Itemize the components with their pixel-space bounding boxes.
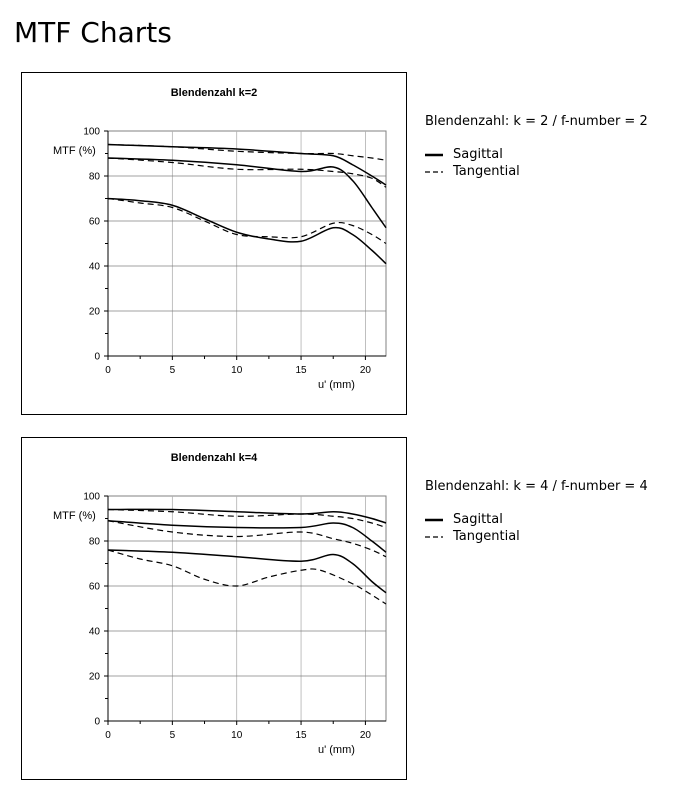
y-tick-label: 0: [94, 717, 100, 728]
solid-line-icon: [425, 518, 443, 521]
chart-description-k2: Blendenzahl: k = 2 / f-number = 2 Sagitt…: [425, 114, 648, 180]
legend-item-tangential: Tangential: [425, 528, 648, 545]
sagittal-series-line: [107, 157, 387, 229]
sagittal-series-line: [107, 520, 387, 553]
solid-line-icon: [425, 153, 443, 156]
x-tick-label: 5: [170, 730, 176, 741]
y-tick-label: 40: [89, 627, 101, 638]
sagittal-series-line: [107, 549, 387, 594]
legend-item-sagittal: Sagittal: [425, 146, 648, 163]
sagittal-series-line: [107, 197, 387, 265]
y-tick-label: 100: [83, 127, 100, 138]
sagittal-series-line: [107, 143, 387, 186]
dashed-line-icon: [425, 170, 443, 173]
y-tick-label: 40: [89, 262, 101, 273]
x-tick-label: 10: [231, 730, 243, 741]
x-tick-label: 5: [170, 365, 176, 376]
y-axis-label: MTF (%): [53, 145, 96, 157]
legend: Sagittal Tangential: [425, 511, 648, 545]
legend-label: Tangential: [453, 529, 520, 544]
y-tick-label: 80: [89, 537, 101, 548]
dashed-line-icon: [425, 535, 443, 538]
y-tick-label: 60: [89, 217, 101, 228]
mtf-chart-k4: 0 20 40 60 80 100 0 5 10 15 20 Blendenzahl k=4 MTF…: [21, 437, 407, 780]
tangential-series-line: [107, 508, 387, 529]
mtf-chart-k4-plot: 0 20 40 60 80 100 0 5 10 15 20: [83, 492, 387, 741]
mtf-chart-k2: 0 20 40 60 80 100 0 5 10 15 20 Blendenzahl k=2 MTF…: [21, 72, 407, 415]
x-tick-label: 10: [231, 365, 243, 376]
x-axis-label: u' (mm): [318, 379, 355, 391]
y-tick-label: 20: [89, 672, 101, 683]
chart-title: Blendenzahl k=4: [170, 452, 258, 464]
tangential-series-line: [107, 143, 387, 161]
legend-item-sagittal: Sagittal: [425, 511, 648, 528]
mtf-chart-k2-plot: 0 20 40 60 80 100 0 5 10 15 20: [83, 127, 387, 376]
y-tick-label: 0: [94, 352, 100, 363]
tangential-series-line: [107, 157, 387, 188]
f-number-description: Blendenzahl: k = 2 / f-number = 2: [425, 114, 648, 129]
plot-area: [107, 495, 387, 722]
tangential-series-line: [107, 520, 387, 558]
y-tick-label: 80: [89, 172, 101, 183]
y-tick-label: 60: [89, 582, 101, 593]
chart-description-k4: Blendenzahl: k = 4 / f-number = 4 Sagitt…: [425, 479, 648, 545]
page-title: MTF Charts: [14, 16, 172, 49]
f-number-description: Blendenzahl: k = 4 / f-number = 4: [425, 479, 648, 494]
chart-title: Blendenzahl k=2: [170, 87, 258, 99]
sagittal-series-line: [107, 508, 387, 524]
legend: Sagittal Tangential: [425, 146, 648, 180]
tangential-series-line: [107, 197, 387, 245]
x-tick-label: 15: [295, 365, 307, 376]
y-tick-label: 100: [83, 492, 100, 503]
legend-label: Sagittal: [453, 147, 503, 162]
plot-area: [107, 130, 387, 357]
tangential-series-line: [107, 549, 387, 605]
y-tick-label: 20: [89, 307, 101, 318]
legend-label: Tangential: [453, 164, 520, 179]
x-tick-label: 0: [105, 365, 111, 376]
x-tick-label: 15: [295, 730, 307, 741]
x-tick-label: 20: [360, 365, 372, 376]
x-tick-label: 20: [360, 730, 372, 741]
legend-item-tangential: Tangential: [425, 163, 648, 180]
x-axis-label: u' (mm): [318, 744, 355, 756]
x-tick-label: 0: [105, 730, 111, 741]
y-axis-label: MTF (%): [53, 510, 96, 522]
legend-label: Sagittal: [453, 512, 503, 527]
